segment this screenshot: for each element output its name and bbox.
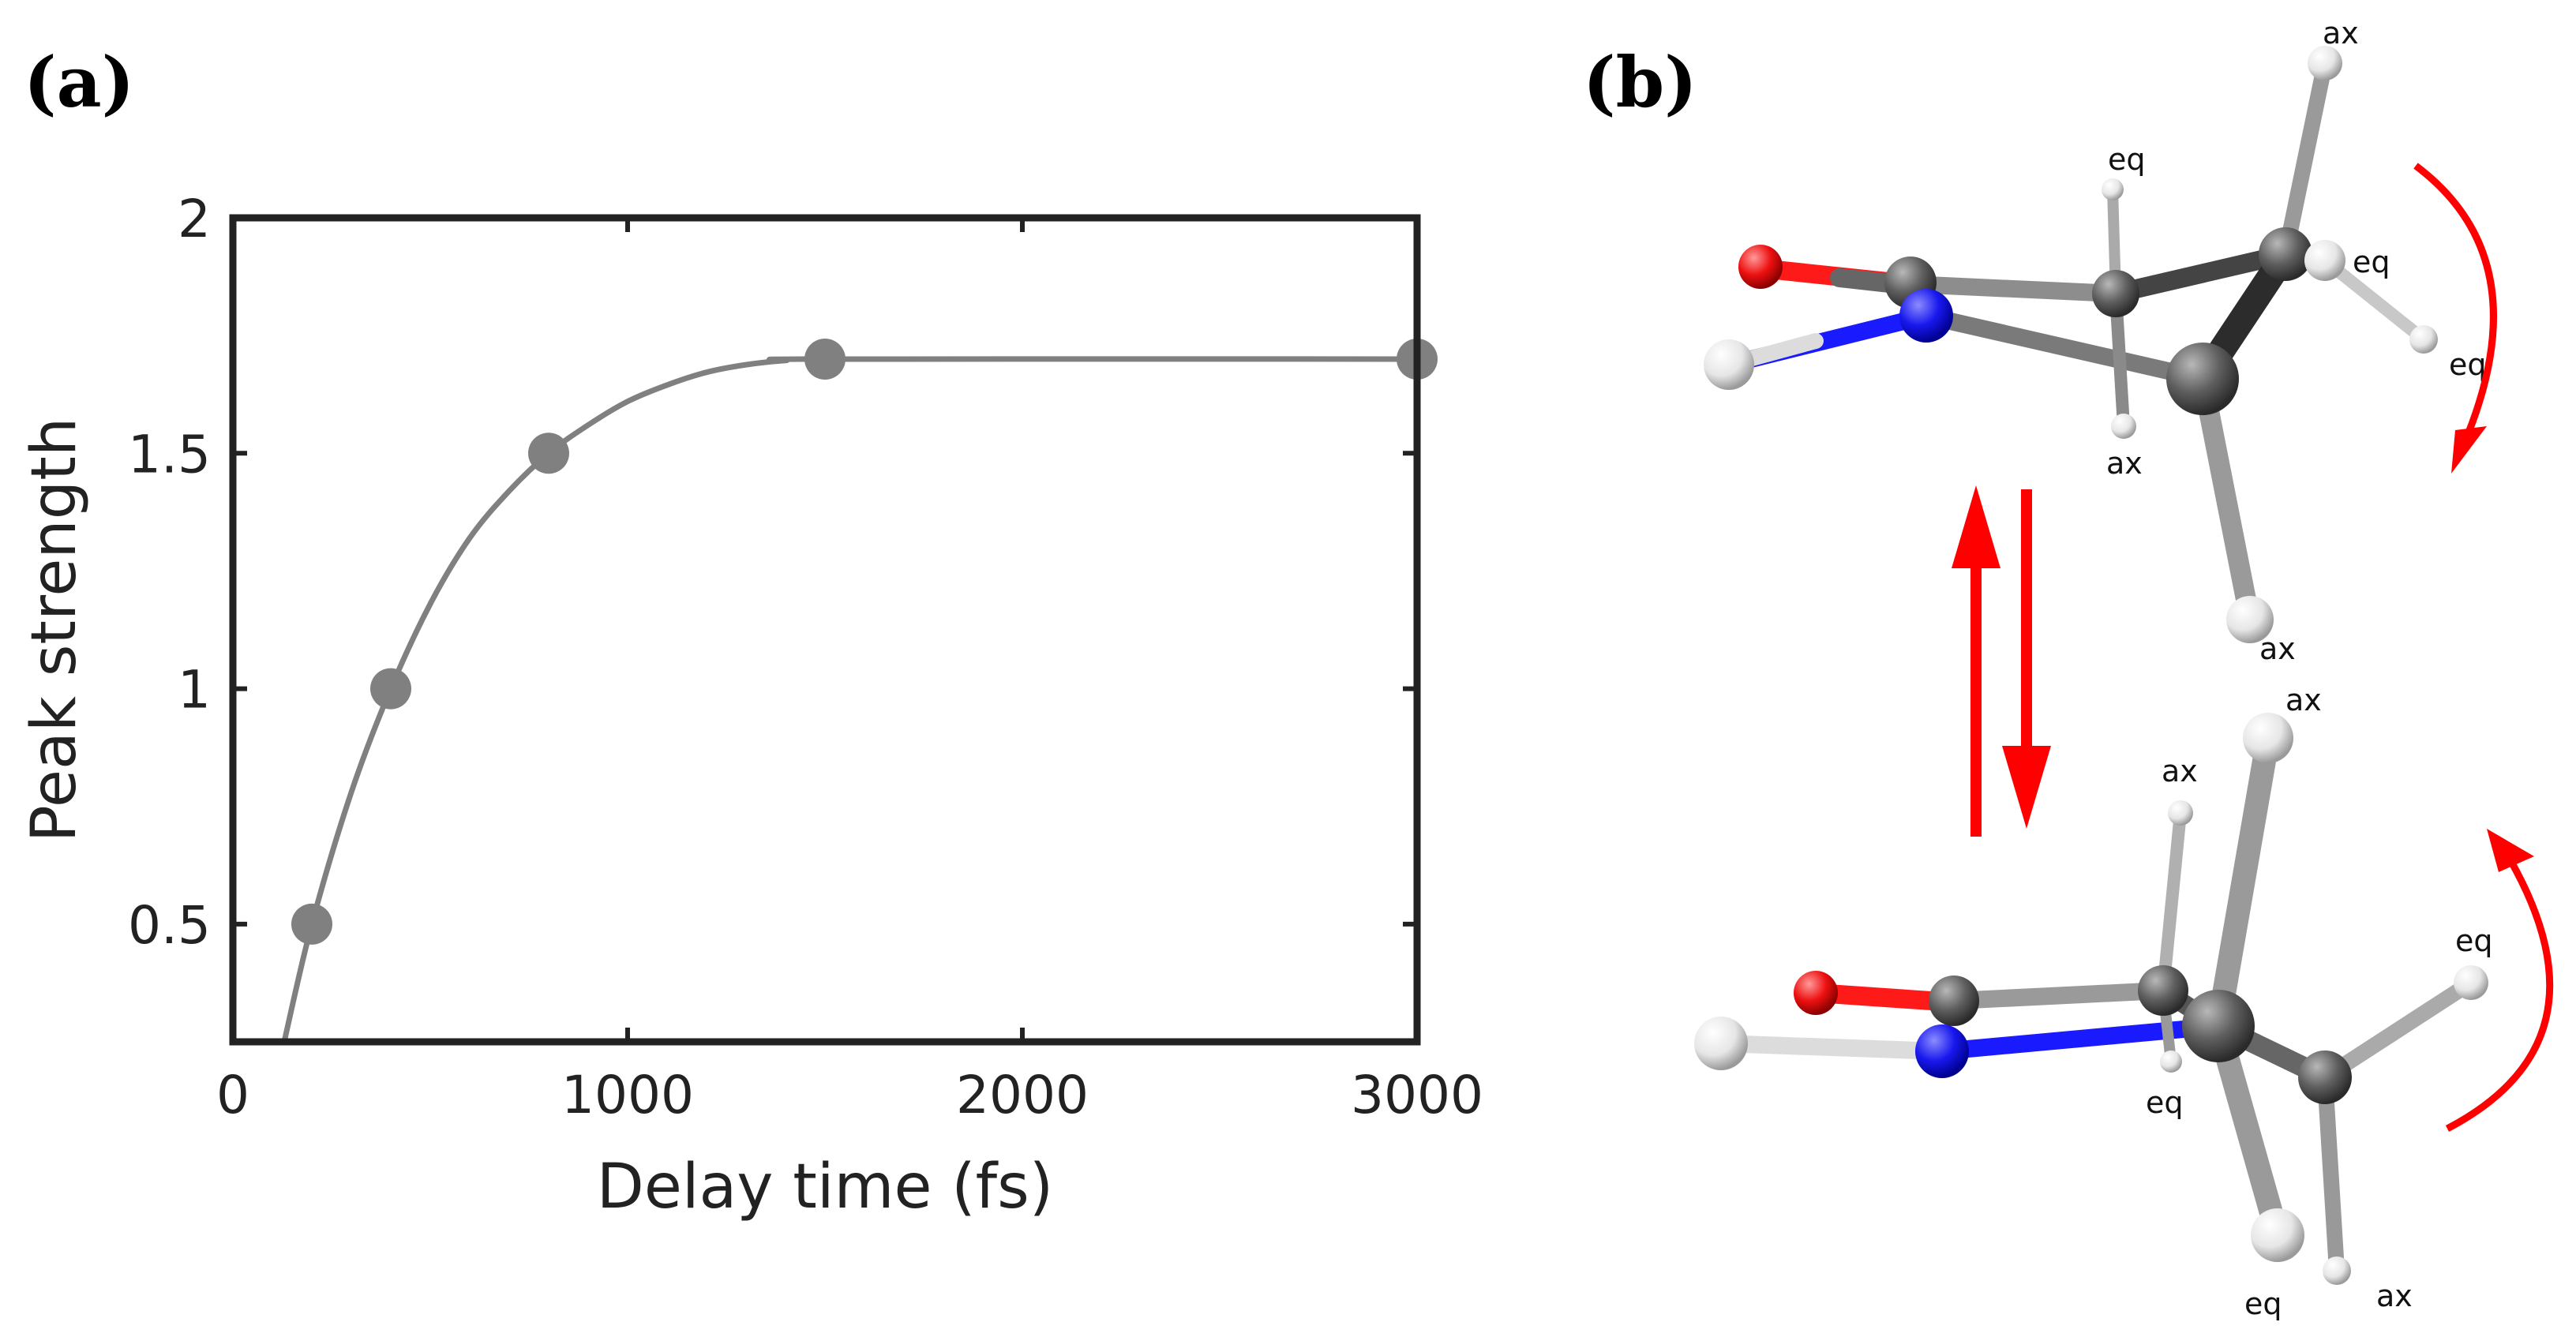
h-label-top: ax [2323,16,2359,51]
y-tick-label: 1.5 [128,424,211,485]
y-axis-title: Peak strength [19,418,90,843]
hydrogen-atom-bottom [2251,1208,2304,1262]
oxygen-atom-top [1738,245,1783,289]
rotation-arrowhead-top [2451,426,2487,474]
h-label-top: ax [2106,446,2143,481]
arrow-down-head [2002,746,2051,829]
nh-hydrogen-bottom [1694,1017,1748,1070]
data-points [291,338,1438,945]
data-point [528,433,569,474]
x-tick-label: 3000 [1351,1065,1483,1125]
hydrogen-atom-top [2226,596,2274,643]
h-label-bottom: ax [2162,754,2198,788]
hydrogen-atom-bottom [2454,965,2488,1000]
hydrogen-atom-bottom [2323,1256,2351,1285]
carbon-atom-top [2092,270,2139,317]
hydrogen-atom-top [2111,414,2136,439]
x-tick-label: 1000 [561,1065,694,1125]
hydrogen-atom-top [2409,325,2438,354]
bottom-bonds [1712,726,2479,1279]
nitrogen-atom-bottom [1915,1024,1969,1078]
rotation-arrow-top [2413,163,2497,448]
fit-curve-group [281,356,1418,1043]
h-label-top: eq [2108,142,2146,177]
carbonyl-carbon-bottom [1929,976,1979,1026]
fit-curve [281,356,1418,1043]
y-tick-label: 1 [178,660,211,721]
plot-frame [229,214,1421,1046]
h-label-top: eq [2353,245,2390,279]
carbon-atom-top [2166,343,2239,415]
rotation-arrowhead-bottom [2487,829,2534,872]
h-label-bottom: ax [2285,683,2322,717]
x-tick-label: 0 [216,1065,249,1125]
molecule-bottom: ax ax eq eq eq ax [1694,683,2554,1321]
equilibrium-arrows [1952,485,2051,837]
arrow-up-head [1952,485,2000,568]
nitrogen-atom-top [1899,289,1953,343]
top-bonds [1720,55,2430,630]
oxygen-atom-bottom [1794,971,1838,1015]
h-label-bottom: eq [2455,923,2493,958]
hydrogen-atom-top [2308,46,2342,81]
carbon-atom-bottom [2298,1050,2352,1104]
y-tick-label: 2 [178,189,211,249]
carbon-atom-bottom [2138,965,2188,1016]
molecule-panel: ax eq eq eq ax ax [1694,16,2554,1321]
hydrogen-atom-top [2304,240,2345,281]
tick-labels: 0 1000 2000 3000 0.5 1 1.5 2 [128,189,1483,1125]
panel-a-label: (a) [24,41,134,123]
hydrogen-atom-bottom [2168,800,2193,826]
data-point [291,903,332,945]
nh-hydrogen-top [1704,339,1754,390]
h-label-top: eq [2449,347,2487,382]
data-point [804,338,846,380]
panel-b-label: (b) [1583,41,1697,123]
hydrogen-atom-bottom [2243,713,2293,763]
y-tick-label: 0.5 [128,895,211,956]
molecule-top: ax eq eq eq ax ax [1704,16,2497,666]
h-label-bottom: eq [2146,1085,2184,1120]
h-label-bottom: ax [2376,1279,2413,1313]
h-label-bottom: eq [2244,1286,2282,1321]
hydrogen-atom-bottom [2160,1050,2182,1073]
data-point [370,668,411,710]
x-tick-label: 2000 [956,1065,1089,1125]
rotation-arrow-bottom [2445,858,2554,1132]
hydrogen-atom-top [2102,178,2124,200]
x-axis-title: Delay time (fs) [597,1152,1053,1223]
carbon-atom-bottom [2182,990,2255,1062]
h-label-top: ax [2259,631,2296,666]
chart: 0 1000 2000 3000 0.5 1 1.5 2 Delay time (fs) Pe… [19,189,1483,1223]
carbon-atom-top [2259,227,2312,281]
